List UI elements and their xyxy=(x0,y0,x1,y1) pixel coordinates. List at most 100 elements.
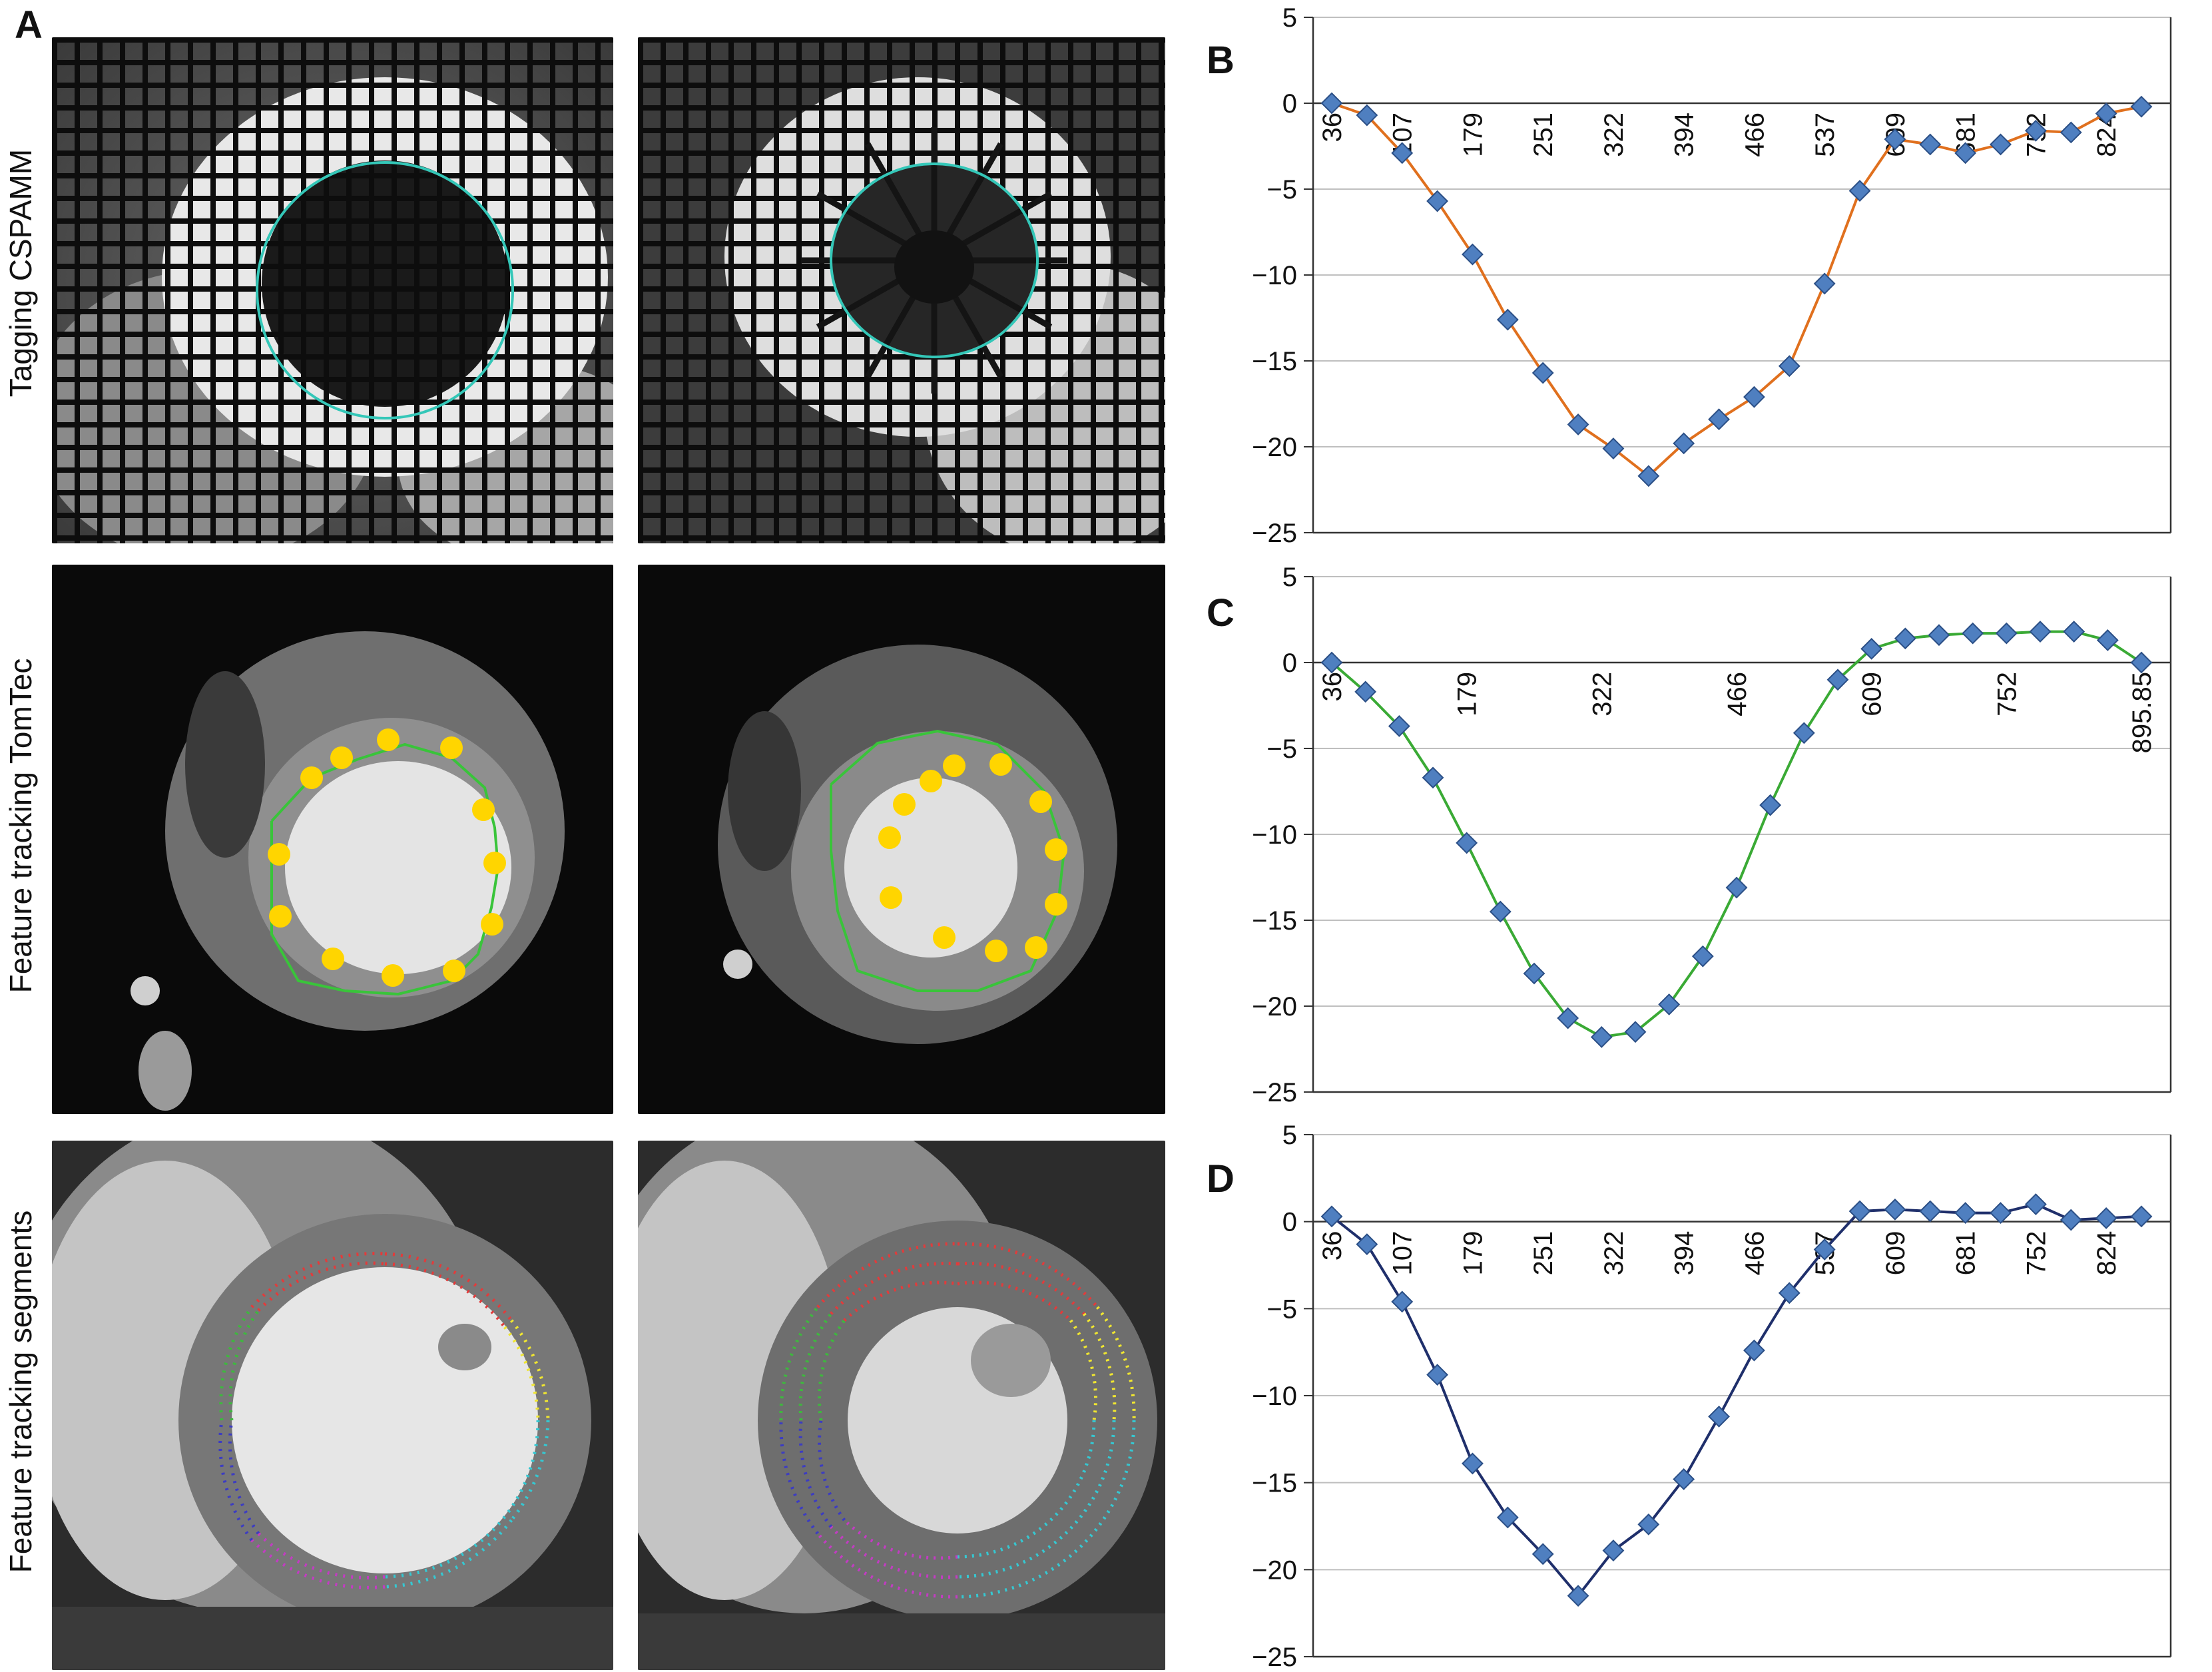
data-point xyxy=(1637,1513,1660,1535)
data-point xyxy=(1320,651,1343,674)
data-point xyxy=(1391,142,1414,164)
y-tick-label: −25 xyxy=(1252,519,1297,548)
data-point xyxy=(1388,715,1410,737)
mri-tomtec-systole-image xyxy=(638,565,1165,1114)
data-point xyxy=(1422,766,1444,789)
data-point xyxy=(1673,1468,1695,1490)
chart-d: D50−5−10−15−20−2536107179251322394466537… xyxy=(1207,1121,2172,1672)
data-point xyxy=(1894,627,1916,650)
data-point xyxy=(1884,128,1906,150)
data-point xyxy=(2029,621,2052,643)
data-point xyxy=(1860,637,1883,660)
data-point xyxy=(2095,1207,2117,1229)
y-tick-label: −15 xyxy=(1252,347,1297,376)
x-tick-label: 752 xyxy=(1992,672,2022,716)
data-point xyxy=(1456,832,1478,854)
data-point xyxy=(1919,1200,1942,1223)
x-tick-label: 394 xyxy=(1670,1231,1699,1276)
data-point xyxy=(1848,180,1871,202)
mri-tagging-diastole-image xyxy=(52,37,613,543)
data-point xyxy=(1995,622,2018,645)
x-tick-label: 466 xyxy=(1740,113,1769,157)
data-point xyxy=(1426,1364,1449,1386)
x-tick-label: 179 xyxy=(1458,1231,1488,1276)
x-tick-label: 36 xyxy=(1318,1231,1347,1261)
y-tick-label: 5 xyxy=(1282,563,1297,592)
x-tick-label: 251 xyxy=(1529,113,1558,157)
y-tick-label: −5 xyxy=(1266,734,1297,764)
panel-a-letter: A xyxy=(15,3,43,47)
data-point xyxy=(1356,104,1378,127)
data-point xyxy=(1919,133,1942,156)
data-point xyxy=(1884,1198,1906,1221)
data-point xyxy=(2130,651,2153,674)
mri-tagging-systole-image xyxy=(638,37,1165,543)
data-point xyxy=(1848,1200,1871,1223)
x-tick-label: 466 xyxy=(1723,672,1752,716)
y-tick-label: −20 xyxy=(1252,992,1297,1021)
mri-segments-diastole-image xyxy=(52,1141,613,1670)
data-point xyxy=(1708,408,1730,431)
data-point xyxy=(2060,121,2082,144)
data-point xyxy=(2060,1209,2082,1231)
x-tick-label: 466 xyxy=(1740,1231,1769,1276)
data-point xyxy=(2130,1205,2153,1228)
data-point xyxy=(1813,1239,1836,1260)
data-point xyxy=(1462,243,1484,266)
y-tick-label: −25 xyxy=(1252,1078,1297,1107)
x-tick-label: 179 xyxy=(1458,113,1488,157)
y-tick-label: 0 xyxy=(1282,89,1297,119)
data-point xyxy=(1778,1282,1800,1304)
y-tick-label: −5 xyxy=(1266,1294,1297,1324)
data-point xyxy=(1954,1202,1977,1225)
data-point xyxy=(1496,308,1519,331)
x-tick-label: 251 xyxy=(1529,1231,1558,1276)
data-point xyxy=(1691,945,1714,968)
data-point xyxy=(1673,432,1695,455)
data-point xyxy=(1658,993,1681,1015)
data-point xyxy=(1637,465,1660,487)
data-point xyxy=(1567,414,1589,435)
data-point xyxy=(1426,190,1449,212)
data-point xyxy=(2024,119,2047,142)
x-tick-label: 609 xyxy=(1858,672,1887,716)
data-point xyxy=(1725,876,1748,899)
data-point xyxy=(1962,622,1984,645)
x-tick-label: 537 xyxy=(1810,113,1840,157)
data-point xyxy=(1320,1205,1343,1228)
y-tick-label: −15 xyxy=(1252,1469,1297,1498)
segment-dots xyxy=(218,1251,550,1589)
panel-letter-d: D xyxy=(1207,1157,1235,1201)
data-point xyxy=(1523,962,1545,985)
data-point xyxy=(1990,133,2012,156)
y-tick-label: 5 xyxy=(1282,3,1297,33)
data-point xyxy=(1590,1026,1613,1048)
y-tick-label: 5 xyxy=(1282,1121,1297,1150)
y-tick-label: 0 xyxy=(1282,649,1297,678)
panel-letter-b: B xyxy=(1207,39,1235,82)
data-point xyxy=(1320,92,1343,115)
data-point xyxy=(1793,722,1815,744)
y-tick-label: 0 xyxy=(1282,1208,1297,1237)
y-tick-label: −20 xyxy=(1252,433,1297,462)
x-tick-label: 609 xyxy=(1881,1231,1910,1276)
tracking-points xyxy=(268,728,506,987)
x-tick-label: 322 xyxy=(1599,113,1629,157)
data-point xyxy=(1743,1339,1765,1362)
data-point xyxy=(1708,1405,1730,1428)
y-tick-label: −15 xyxy=(1252,906,1297,936)
data-point xyxy=(1496,1506,1519,1529)
series-line xyxy=(1330,1203,2142,1598)
data-point xyxy=(1826,669,1849,691)
x-tick-label: 179 xyxy=(1453,672,1482,716)
data-point xyxy=(1391,1290,1414,1313)
series-line xyxy=(1331,102,2142,478)
data-point xyxy=(1602,437,1625,459)
data-point xyxy=(1813,272,1836,295)
x-tick-label: 322 xyxy=(1599,1231,1629,1276)
x-tick-label: 36 xyxy=(1318,113,1347,142)
data-point xyxy=(1954,142,1977,164)
x-tick-label: 895.85 xyxy=(2127,672,2157,753)
